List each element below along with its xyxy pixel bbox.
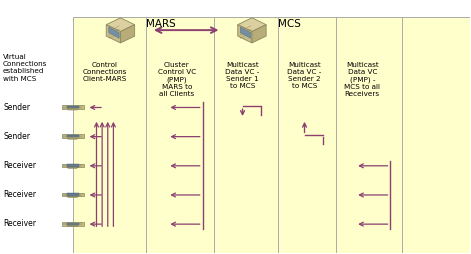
Text: Receiver: Receiver [3,189,36,198]
Polygon shape [106,19,135,33]
Text: Receiver: Receiver [3,161,36,169]
Polygon shape [109,28,119,39]
Polygon shape [66,165,79,167]
Polygon shape [106,26,121,44]
Polygon shape [66,194,79,196]
Polygon shape [67,226,78,227]
Polygon shape [62,222,83,226]
Text: Multicast
Data VC
(PMP) -
MCS to all
Receivers: Multicast Data VC (PMP) - MCS to all Rec… [344,61,380,97]
Text: MARS: MARS [146,19,176,28]
Polygon shape [62,106,83,109]
Text: Control
Connections
Client-MARS: Control Connections Client-MARS [83,61,127,82]
Polygon shape [67,109,78,110]
Text: Multicast
Data VC -
Sender 2
to MCS: Multicast Data VC - Sender 2 to MCS [287,61,322,89]
Text: Virtual
Connections
established
with MCS: Virtual Connections established with MCS [3,54,48,81]
Polygon shape [66,223,79,225]
Text: MCS: MCS [278,19,300,28]
Polygon shape [238,19,266,33]
Bar [214,18,471,253]
Polygon shape [66,106,79,109]
Polygon shape [252,26,266,44]
Polygon shape [66,135,79,138]
Bar [73,18,214,253]
Text: Sender: Sender [3,131,30,140]
Polygon shape [62,193,83,197]
Text: Receiver: Receiver [3,218,36,228]
Polygon shape [67,138,78,140]
Polygon shape [62,135,83,138]
Text: Cluster
Control VC
(PMP)
MARS to
all Clients: Cluster Control VC (PMP) MARS to all Cli… [158,61,196,97]
Text: Multicast
Data VC -
Sender 1
to MCS: Multicast Data VC - Sender 1 to MCS [225,61,260,89]
Polygon shape [240,28,251,39]
Polygon shape [238,26,252,44]
Polygon shape [67,197,78,198]
Polygon shape [67,168,78,169]
Text: Sender: Sender [3,102,30,111]
Polygon shape [121,26,135,44]
Polygon shape [62,164,83,168]
